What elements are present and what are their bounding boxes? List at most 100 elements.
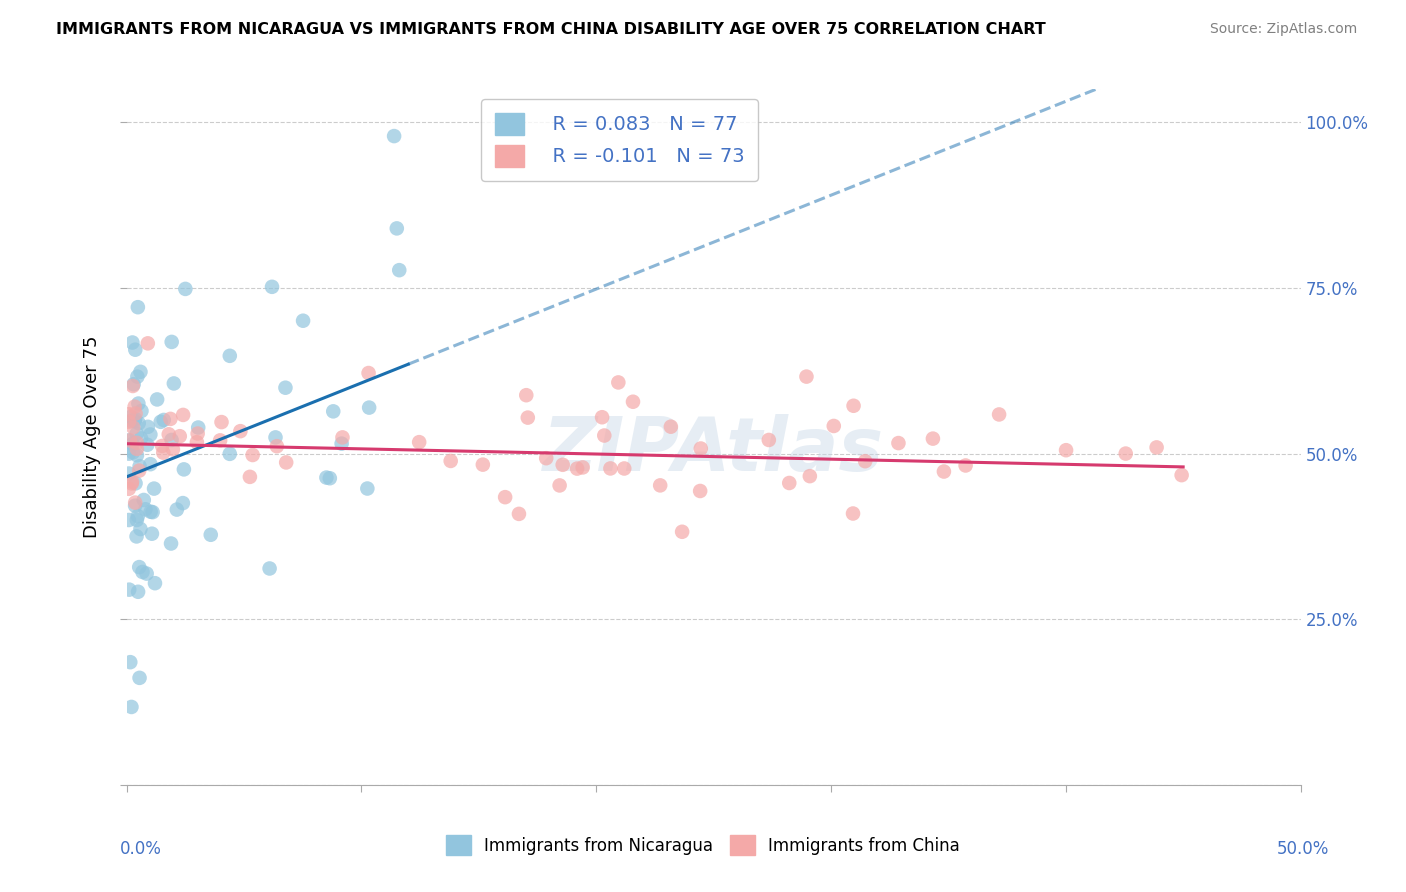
Point <box>124 343 146 357</box>
Legend:   R = 0.083   N = 77,   R = -0.101   N = 73: R = 0.083 N = 77, R = -0.101 N = 73 <box>481 99 758 181</box>
Text: IMMIGRANTS FROM NICARAGUA VS IMMIGRANTS FROM CHINA DISABILITY AGE OVER 75 CORREL: IMMIGRANTS FROM NICARAGUA VS IMMIGRANTS … <box>56 22 1046 37</box>
Point <box>163 376 186 391</box>
Point <box>1170 468 1192 483</box>
Point <box>187 426 209 441</box>
Point <box>534 451 557 466</box>
Point <box>128 459 150 474</box>
Text: ZIPAtlas: ZIPAtlas <box>543 415 884 488</box>
Text: 50.0%: 50.0% <box>1277 840 1329 858</box>
Point <box>799 469 821 483</box>
Point <box>659 419 682 434</box>
Point <box>266 439 288 453</box>
Point <box>142 505 165 519</box>
Point <box>1115 447 1137 461</box>
Point <box>571 460 593 475</box>
Point <box>548 478 571 492</box>
Point <box>172 408 194 422</box>
Point <box>122 377 145 392</box>
Point <box>508 507 530 521</box>
Point <box>330 436 353 450</box>
Point <box>494 490 516 504</box>
Point <box>131 404 153 418</box>
Point <box>120 700 142 714</box>
Point <box>132 493 155 508</box>
Point <box>124 495 146 509</box>
Point <box>689 442 711 456</box>
Point <box>274 381 297 395</box>
Point <box>853 454 876 468</box>
Point <box>599 461 621 475</box>
Point <box>139 505 162 519</box>
Point <box>621 394 644 409</box>
Point <box>125 426 148 441</box>
Point <box>440 454 463 468</box>
Point <box>264 430 287 444</box>
Point <box>139 457 162 471</box>
Point <box>186 435 208 450</box>
Point <box>127 509 149 524</box>
Point <box>125 529 148 543</box>
Point <box>124 407 146 421</box>
Point <box>332 430 354 444</box>
Point <box>118 415 141 429</box>
Y-axis label: Disability Age Over 75: Disability Age Over 75 <box>83 335 101 539</box>
Legend: Immigrants from Nicaragua, Immigrants from China: Immigrants from Nicaragua, Immigrants fr… <box>439 829 967 862</box>
Point <box>172 496 194 510</box>
Point <box>758 433 780 447</box>
Point <box>124 400 146 414</box>
Point <box>150 439 173 453</box>
Point <box>118 513 141 527</box>
Point <box>125 448 148 462</box>
Point <box>120 409 142 424</box>
Point <box>120 414 142 428</box>
Point <box>134 502 156 516</box>
Point <box>551 458 574 472</box>
Point <box>141 526 163 541</box>
Point <box>516 410 538 425</box>
Point <box>121 476 143 491</box>
Point <box>823 419 845 434</box>
Point <box>128 464 150 478</box>
Point <box>887 436 910 450</box>
Point <box>388 263 411 277</box>
Point <box>160 334 183 349</box>
Point <box>209 434 232 448</box>
Point <box>124 476 146 491</box>
Point <box>1054 443 1077 458</box>
Point <box>127 369 149 384</box>
Point <box>136 420 159 434</box>
Point <box>139 427 162 442</box>
Point <box>129 365 152 379</box>
Point <box>124 414 146 428</box>
Point <box>796 369 818 384</box>
Point <box>124 499 146 513</box>
Point <box>200 528 222 542</box>
Point <box>211 415 233 429</box>
Point <box>259 561 281 575</box>
Point <box>187 420 209 434</box>
Point <box>932 465 955 479</box>
Point <box>778 475 800 490</box>
Point <box>988 408 1011 422</box>
Point <box>131 565 153 579</box>
Point <box>121 335 143 350</box>
Point <box>319 471 342 485</box>
Point <box>955 458 977 473</box>
Point <box>122 445 145 459</box>
Point <box>121 379 143 393</box>
Point <box>122 420 145 434</box>
Point <box>127 300 149 314</box>
Point <box>118 582 141 597</box>
Point <box>218 447 240 461</box>
Point <box>160 433 183 447</box>
Point <box>650 478 672 492</box>
Point <box>143 576 166 591</box>
Point <box>143 482 166 496</box>
Point <box>129 522 152 536</box>
Point <box>607 376 630 390</box>
Point <box>593 428 616 442</box>
Point <box>229 424 252 438</box>
Point <box>242 448 264 462</box>
Point <box>842 399 865 413</box>
Text: Source: ZipAtlas.com: Source: ZipAtlas.com <box>1209 22 1357 37</box>
